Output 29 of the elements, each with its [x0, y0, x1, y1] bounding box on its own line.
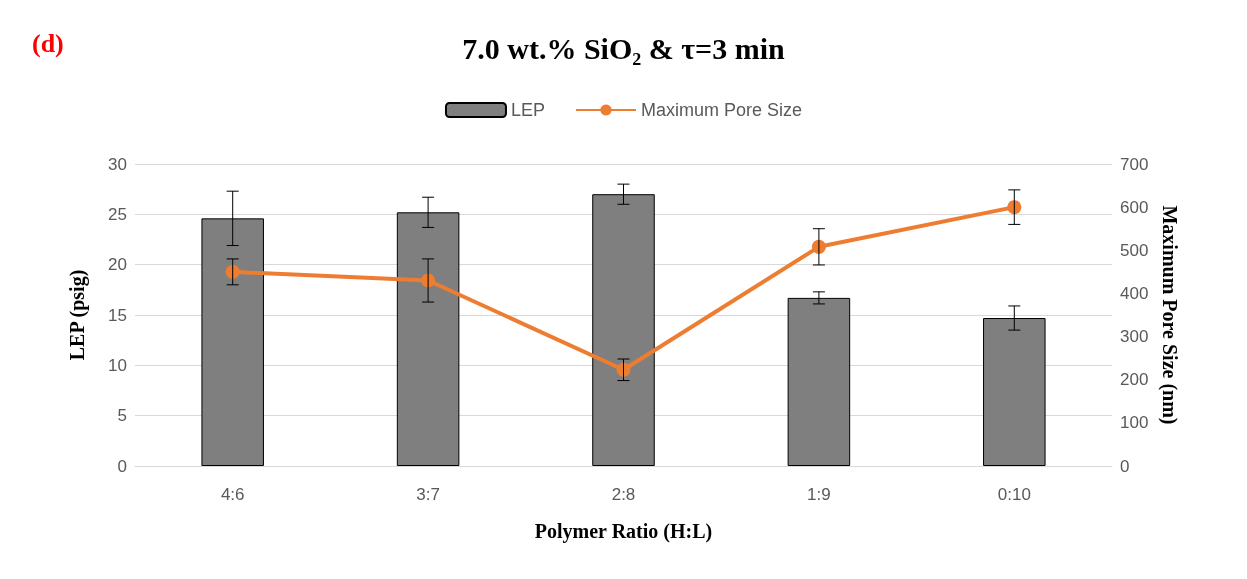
- point: [1007, 200, 1022, 215]
- y2-tick-label: 200: [1120, 370, 1149, 390]
- y2-axis-title: Maximum Pore Size (nm): [1158, 205, 1181, 425]
- y2-tick-label: 500: [1120, 240, 1149, 260]
- chart-title: 7.0 wt.% SiO₂ & τ=3 min: [462, 31, 786, 65]
- x-tick-label: 3:7: [416, 485, 440, 504]
- y2-tick-label: 300: [1120, 327, 1149, 347]
- y2-tick-label: 600: [1120, 197, 1149, 217]
- y-tick-label: 30: [108, 154, 127, 174]
- y-tick-label: 0: [117, 456, 127, 476]
- point: [225, 264, 240, 279]
- legend-label: LEP: [510, 100, 545, 120]
- x-tick-label: 4:6: [220, 485, 245, 504]
- y-tick-label: 5: [117, 406, 127, 426]
- y2-tick-label: 0: [1120, 456, 1130, 476]
- y-tick-label: 20: [108, 255, 127, 275]
- x-tick-label: 2:8: [611, 485, 636, 504]
- y2-tick-label: 400: [1120, 283, 1149, 303]
- text: (d): [32, 28, 64, 58]
- y-tick-label: 15: [108, 305, 127, 325]
- legend-label: Maximum Pore Size: [640, 100, 803, 120]
- y-tick-label: 10: [108, 355, 127, 375]
- y2-tick-label: 700: [1120, 154, 1149, 174]
- y-tick-label: 25: [108, 204, 127, 224]
- x-tick-label: 0:10: [997, 485, 1031, 504]
- y2-tick-label: 100: [1120, 413, 1149, 433]
- x-axis-title: Polymer Ratio (H:L): [534, 520, 713, 543]
- x-tick-label: 1:9: [807, 485, 831, 504]
- y-axis-title: LEP (psig): [66, 269, 89, 361]
